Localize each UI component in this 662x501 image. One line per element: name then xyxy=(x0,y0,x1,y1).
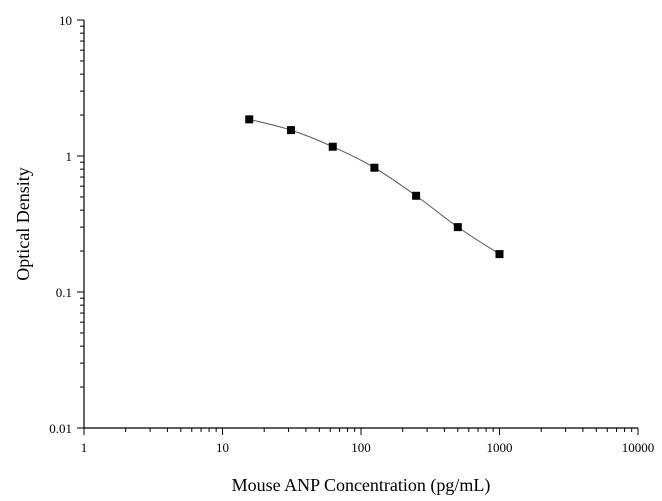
x-tick-label: 10000 xyxy=(622,440,655,455)
y-tick-label: 0.1 xyxy=(56,285,72,300)
x-tick-label: 1 xyxy=(81,440,88,455)
data-point xyxy=(287,126,296,135)
x-tick-label: 1000 xyxy=(487,440,513,455)
data-point xyxy=(495,250,504,259)
data-point xyxy=(328,142,337,151)
x-tick-label: 10 xyxy=(216,440,229,455)
data-point xyxy=(412,191,421,200)
axis-labels-group: Mouse ANP Concentration (pg/mL) Optical … xyxy=(13,167,490,496)
y-tick-label: 1 xyxy=(66,149,73,164)
x-axis-label: Mouse ANP Concentration (pg/mL) xyxy=(232,475,491,496)
y-tick-label: 10 xyxy=(59,13,72,28)
data-point xyxy=(453,223,462,232)
fit-curve-group xyxy=(249,118,500,255)
y-axis-label: Optical Density xyxy=(13,167,33,280)
x-tick-label: 100 xyxy=(351,440,371,455)
y-tick-label: 0.01 xyxy=(49,421,72,436)
data-point xyxy=(370,163,379,172)
axes-group: 1 10 100 1000 10000 0.01 0.1 1 10 xyxy=(49,13,654,455)
data-points-group xyxy=(245,115,504,259)
fit-curve xyxy=(249,118,500,255)
data-point xyxy=(245,115,254,124)
